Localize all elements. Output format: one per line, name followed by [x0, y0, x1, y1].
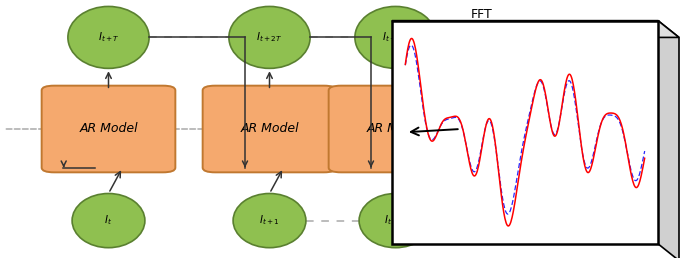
- Ellipse shape: [72, 194, 145, 248]
- Text: $I_{t+1}$: $I_{t+1}$: [259, 214, 280, 228]
- Text: $I_{t+N}$: $I_{t+N}$: [384, 214, 407, 228]
- Ellipse shape: [359, 194, 432, 248]
- Text: $I_{t+NT}$: $I_{t+NT}$: [382, 30, 409, 44]
- Ellipse shape: [233, 194, 306, 248]
- Text: FFT: FFT: [470, 8, 492, 21]
- Ellipse shape: [229, 6, 310, 68]
- Ellipse shape: [68, 6, 149, 68]
- Polygon shape: [392, 21, 658, 244]
- Text: $I_{t}$: $I_{t}$: [104, 214, 113, 228]
- FancyBboxPatch shape: [328, 86, 462, 172]
- FancyBboxPatch shape: [203, 86, 336, 172]
- Polygon shape: [392, 21, 679, 37]
- Text: AR Model: AR Model: [366, 123, 425, 135]
- Text: $I_{t+T}$: $I_{t+T}$: [97, 30, 120, 44]
- FancyBboxPatch shape: [42, 86, 175, 172]
- Text: AR Model: AR Model: [240, 123, 299, 135]
- Text: $I_{t+2T}$: $I_{t+2T}$: [256, 30, 283, 44]
- Text: AR Model: AR Model: [79, 123, 138, 135]
- Polygon shape: [658, 21, 679, 258]
- Ellipse shape: [355, 6, 436, 68]
